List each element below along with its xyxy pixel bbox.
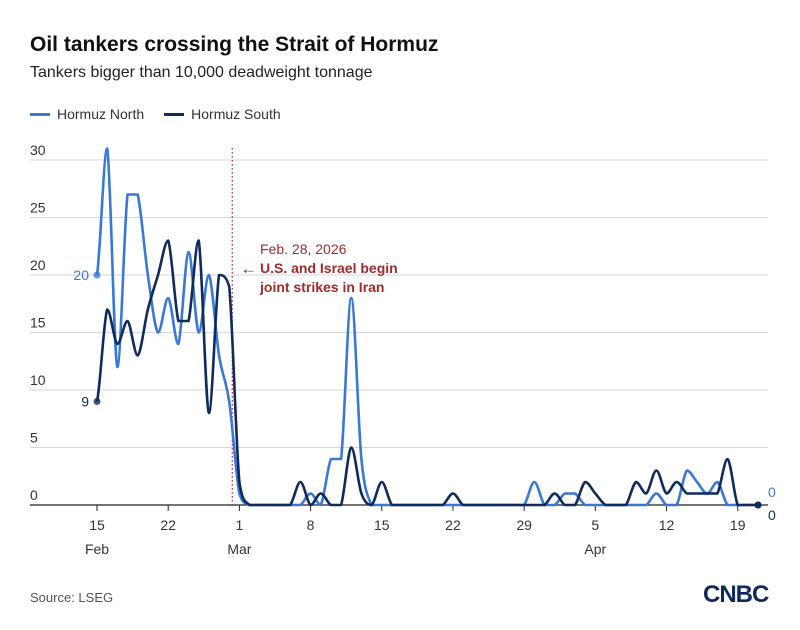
chart-subtitle: Tankers bigger than 10,000 deadweight to… <box>30 64 373 81</box>
x-tick-label: 5 <box>591 517 599 533</box>
x-tick-label: 15 <box>374 517 390 533</box>
y-tick-label: 25 <box>30 200 46 216</box>
end-point-south <box>754 501 762 509</box>
annotation-date: Feb. 28, 2026 <box>260 241 347 257</box>
x-tick-label: 22 <box>160 517 176 533</box>
y-tick-label: 0 <box>30 487 38 503</box>
end-label-south: 0 <box>768 507 776 523</box>
legend-label-south: Hormuz South <box>191 106 281 122</box>
start-point-north <box>93 271 101 279</box>
chart-title: Oil tankers crossing the Strait of Hormu… <box>30 33 439 56</box>
series-line-south <box>95 239 759 507</box>
end-label-north: 0 <box>768 484 776 500</box>
legend-item-north: Hormuz North <box>30 106 144 122</box>
x-tick-label: 29 <box>516 517 532 533</box>
y-tick-label: 20 <box>30 257 46 273</box>
cnbc-logo: CNBC <box>703 581 769 608</box>
legend: Hormuz North Hormuz South <box>30 106 281 122</box>
start-label-north: 20 <box>73 267 89 283</box>
series-line-north <box>95 147 759 507</box>
y-tick-label: 10 <box>30 372 46 388</box>
x-tick-label: 15 <box>89 517 105 533</box>
legend-swatch-north <box>30 112 50 116</box>
legend-label-north: Hormuz North <box>57 106 145 122</box>
x-month-label: Apr <box>584 541 606 557</box>
legend-item-south: Hormuz South <box>164 106 281 122</box>
x-month-label: Mar <box>227 541 251 557</box>
x-tick-label: 22 <box>445 517 461 533</box>
x-tick-label: 8 <box>307 517 315 533</box>
start-point-south <box>93 398 101 405</box>
annotation-arrow: ← <box>240 259 257 278</box>
start-label-south: 9 <box>81 394 89 410</box>
y-tick-label: 5 <box>30 430 38 446</box>
source-note: Source: LSEG <box>30 590 114 605</box>
x-tick-label: 1 <box>235 517 243 533</box>
y-tick-label: 15 <box>30 315 46 331</box>
annotation-text-2: joint strikes in Iran <box>259 279 384 295</box>
x-tick-label: 12 <box>659 517 675 533</box>
x-tick-label: 19 <box>730 517 746 533</box>
y-tick-label: 30 <box>30 142 46 158</box>
x-month-label: Feb <box>85 541 109 557</box>
annotation-text-1: U.S. and Israel begin <box>260 260 398 276</box>
legend-swatch-south <box>164 112 185 116</box>
